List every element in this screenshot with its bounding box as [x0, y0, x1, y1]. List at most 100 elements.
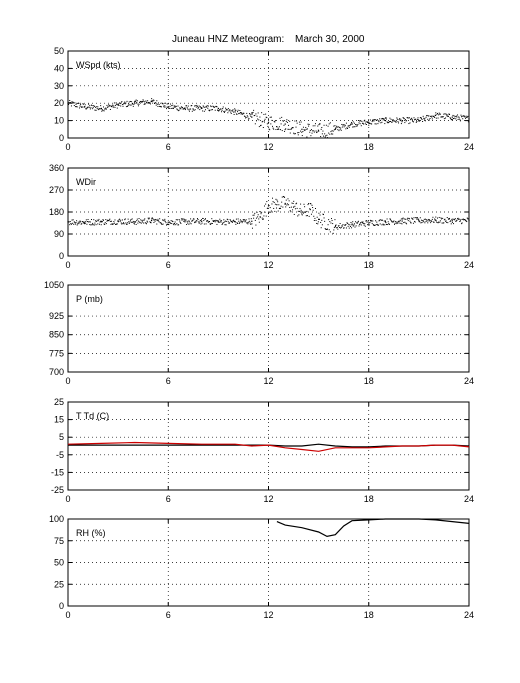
data-point [105, 219, 107, 221]
panel-label: WDir [76, 177, 96, 187]
data-point [121, 223, 123, 225]
data-point [280, 123, 282, 125]
data-point [212, 220, 214, 222]
data-point [439, 113, 441, 115]
data-point [467, 115, 469, 117]
data-point [176, 219, 178, 221]
data-point [318, 212, 320, 214]
data-point [97, 109, 99, 111]
data-point [241, 222, 243, 224]
data-point [101, 220, 103, 222]
data-point [198, 221, 200, 223]
data-point [391, 121, 393, 123]
data-point [452, 218, 454, 220]
data-point [67, 224, 69, 226]
data-point [101, 110, 103, 112]
data-point [220, 108, 222, 110]
data-point [72, 222, 74, 224]
data-point [425, 220, 427, 222]
data-point [298, 132, 300, 134]
data-point [125, 106, 127, 108]
data-point [244, 115, 246, 117]
data-point [384, 123, 386, 125]
data-point [358, 225, 360, 227]
data-point [275, 198, 277, 200]
data-point [201, 222, 203, 224]
data-point [155, 102, 157, 104]
data-point [171, 105, 173, 107]
data-point [168, 107, 170, 109]
scatter-series-1 [67, 98, 470, 139]
x-tick-label: 0 [65, 376, 70, 386]
data-point [136, 100, 138, 102]
data-point [355, 124, 357, 126]
data-point [455, 118, 457, 120]
data-point [82, 103, 84, 105]
data-point [130, 219, 132, 221]
data-point [214, 109, 216, 111]
data-point [301, 131, 303, 133]
data-point [100, 224, 102, 226]
data-point [150, 219, 153, 222]
data-point [216, 106, 218, 108]
data-point [149, 102, 151, 104]
data-point [112, 223, 114, 225]
data-point [98, 218, 100, 220]
data-point [123, 103, 125, 105]
data-point [336, 125, 338, 127]
data-point [164, 218, 166, 220]
data-point [398, 119, 400, 121]
data-point [145, 223, 147, 225]
data-point [222, 222, 224, 224]
data-point [166, 103, 168, 105]
data-point [149, 222, 151, 224]
data-point [249, 113, 251, 115]
data-point [353, 126, 355, 128]
data-point [137, 222, 139, 224]
data-point [74, 106, 76, 108]
data-point [276, 204, 278, 206]
data-point [239, 112, 241, 114]
data-point [389, 218, 391, 220]
data-point [208, 221, 210, 223]
data-point [309, 208, 311, 211]
data-point [369, 219, 371, 221]
data-point [335, 224, 337, 226]
data-point [215, 105, 217, 107]
data-point [158, 220, 160, 222]
data-point [245, 219, 247, 221]
data-point [318, 123, 320, 125]
data-point [148, 102, 150, 104]
data-point [122, 105, 124, 107]
data-point [432, 115, 434, 117]
data-point [194, 109, 196, 111]
data-point [75, 103, 77, 105]
data-point [329, 133, 331, 135]
data-point [183, 218, 185, 220]
data-point [428, 219, 430, 221]
y-tick-label: 90 [54, 229, 64, 239]
data-point [307, 204, 309, 206]
data-point [304, 211, 306, 213]
data-point [348, 227, 350, 229]
data-point [304, 129, 306, 131]
data-point [419, 117, 421, 119]
data-point [99, 108, 101, 110]
data-point [402, 218, 404, 220]
data-point [281, 201, 283, 203]
data-point [127, 105, 129, 107]
data-point [127, 104, 129, 106]
data-point [367, 220, 369, 222]
data-point [188, 220, 190, 222]
data-point [272, 125, 274, 127]
data-point [448, 113, 450, 115]
data-point [222, 108, 224, 110]
data-point [310, 213, 312, 215]
data-point [431, 221, 433, 223]
data-point [223, 110, 225, 112]
data-point [447, 114, 449, 116]
data-point [143, 222, 145, 224]
data-point [109, 104, 111, 106]
data-point [331, 220, 333, 222]
data-point [465, 220, 467, 222]
